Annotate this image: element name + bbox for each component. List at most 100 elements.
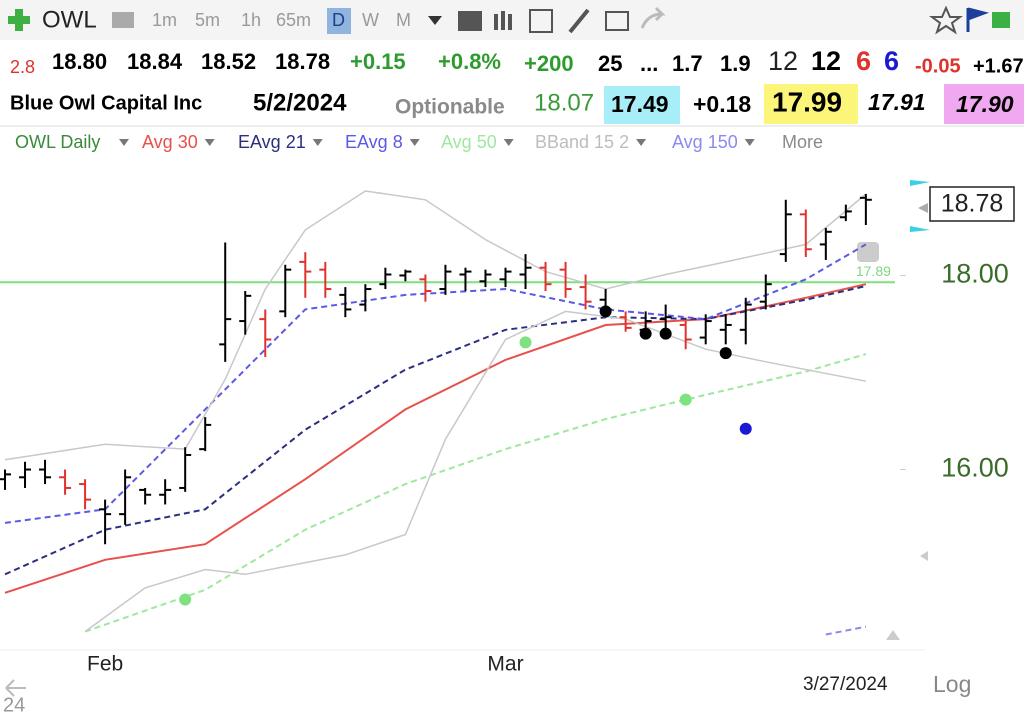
quote-value: 1.9 — [720, 51, 751, 76]
bband — [4, 190, 867, 461]
dropdown[interactable] — [503, 139, 514, 146]
moving-average — [84, 353, 867, 633]
interval[interactable]: D — [332, 10, 345, 30]
moving-average — [4, 285, 867, 576]
badge — [857, 242, 879, 262]
legend-entry[interactable]: BBand 15 2 — [535, 132, 629, 152]
quote-value: 1.7 — [672, 51, 703, 76]
quote-value: ... — [640, 51, 658, 76]
icon[interactable] — [5, 679, 26, 697]
interval[interactable]: 65m — [276, 10, 311, 30]
log-button[interactable]: Log — [933, 671, 971, 697]
chart-title[interactable]: OWL Daily — [15, 132, 100, 152]
quote-value: 6 — [884, 46, 899, 76]
quote-value: +0.15 — [350, 49, 406, 74]
quote-value: 18.78 — [275, 49, 330, 74]
signal-dot — [639, 327, 652, 340]
y-tick-label: 18.00 — [941, 259, 1009, 289]
quote-value: 25 — [598, 51, 622, 76]
corner-text: 24 — [3, 694, 25, 716]
interval[interactable]: 1m — [152, 10, 177, 30]
legend-entry[interactable]: Avg 50 — [441, 132, 497, 152]
quote-value: 6 — [856, 46, 871, 76]
add-button[interactable] — [8, 9, 30, 31]
quote-value: 17.49 — [611, 91, 669, 117]
highlight — [764, 84, 858, 124]
icon[interactable] — [529, 9, 553, 33]
interval[interactable]: 1h — [241, 10, 261, 30]
quote-value: +200 — [524, 51, 574, 76]
quote-value: 18.07 — [534, 89, 594, 116]
interval[interactable]: M — [396, 10, 411, 30]
dropdown[interactable] — [204, 139, 215, 146]
legend-entry[interactable]: Avg 30 — [142, 132, 198, 152]
quote-value: 12 — [811, 46, 841, 76]
signal-dot — [679, 393, 692, 406]
signal-dot — [599, 305, 612, 318]
icon[interactable] — [568, 8, 590, 34]
marker — [910, 226, 930, 232]
quote-value: +0.18 — [693, 91, 751, 117]
quote-value: +0.8% — [438, 49, 501, 74]
dropdown[interactable] — [312, 139, 323, 146]
y-tick-label: 16.00 — [941, 453, 1009, 483]
quote-value: 17.99 — [772, 86, 842, 117]
moving-average — [4, 243, 867, 524]
quote-value: +1.67 — [973, 55, 1024, 77]
legend-entry[interactable]: EAvg 8 — [345, 132, 403, 152]
plot-area — [0, 190, 895, 636]
x-tick-label: Feb — [87, 653, 123, 676]
interval-highlight — [327, 8, 351, 34]
symbol[interactable]: OWL — [42, 6, 97, 33]
marker — [918, 203, 928, 213]
signal-dot — [179, 593, 192, 606]
quote-value: 17.90 — [956, 91, 1014, 117]
signal-dot — [519, 336, 532, 349]
icon[interactable] — [992, 12, 1010, 28]
signal-dot — [659, 327, 672, 340]
company-name: Blue Owl Capital Inc — [10, 92, 202, 114]
icon[interactable] — [640, 6, 666, 29]
dropdown[interactable] — [119, 139, 129, 146]
moving-average — [4, 283, 867, 594]
more-button[interactable]: More — [782, 132, 823, 152]
optionable: Optionable — [395, 96, 505, 119]
marker — [910, 180, 930, 186]
last-price-box — [929, 186, 1015, 222]
quote-value: 18.80 — [52, 49, 107, 74]
dropdown[interactable] — [744, 139, 755, 146]
interval[interactable]: 5m — [195, 10, 220, 30]
icon[interactable] — [494, 11, 512, 30]
quote-value: 12 — [768, 46, 798, 76]
ma-label: 17.89 — [856, 263, 891, 279]
icon[interactable] — [458, 11, 482, 31]
highlight — [604, 86, 680, 124]
icon[interactable] — [966, 7, 990, 32]
bband — [84, 310, 867, 633]
marker — [886, 630, 900, 640]
dropdown[interactable] — [636, 139, 647, 146]
icon[interactable] — [112, 12, 134, 28]
dropdown[interactable] — [409, 139, 420, 146]
legend-entry[interactable]: EAvg 21 — [238, 132, 306, 152]
highlight — [944, 84, 1024, 124]
quote-value: 18.52 — [201, 49, 256, 74]
signal-dot — [739, 422, 752, 435]
quote-value: 2.8 — [10, 57, 35, 77]
quote-value: -0.05 — [915, 55, 961, 77]
marker — [920, 551, 928, 561]
date-label: 3/27/2024 — [803, 674, 888, 695]
quote-value: 18.84 — [127, 49, 183, 74]
dropdown[interactable] — [428, 16, 442, 25]
moving-average — [825, 625, 867, 636]
icon[interactable] — [605, 11, 629, 31]
quote-value: 17.91 — [868, 89, 926, 115]
interval[interactable]: W — [362, 10, 379, 30]
icon[interactable] — [929, 5, 963, 35]
quote-date: 5/2/2024 — [253, 89, 347, 116]
legend-entry[interactable]: Avg 150 — [672, 132, 738, 152]
signal-dot — [719, 347, 732, 360]
x-tick-label: Mar — [487, 653, 523, 676]
last-price: 18.78 — [941, 190, 1004, 218]
